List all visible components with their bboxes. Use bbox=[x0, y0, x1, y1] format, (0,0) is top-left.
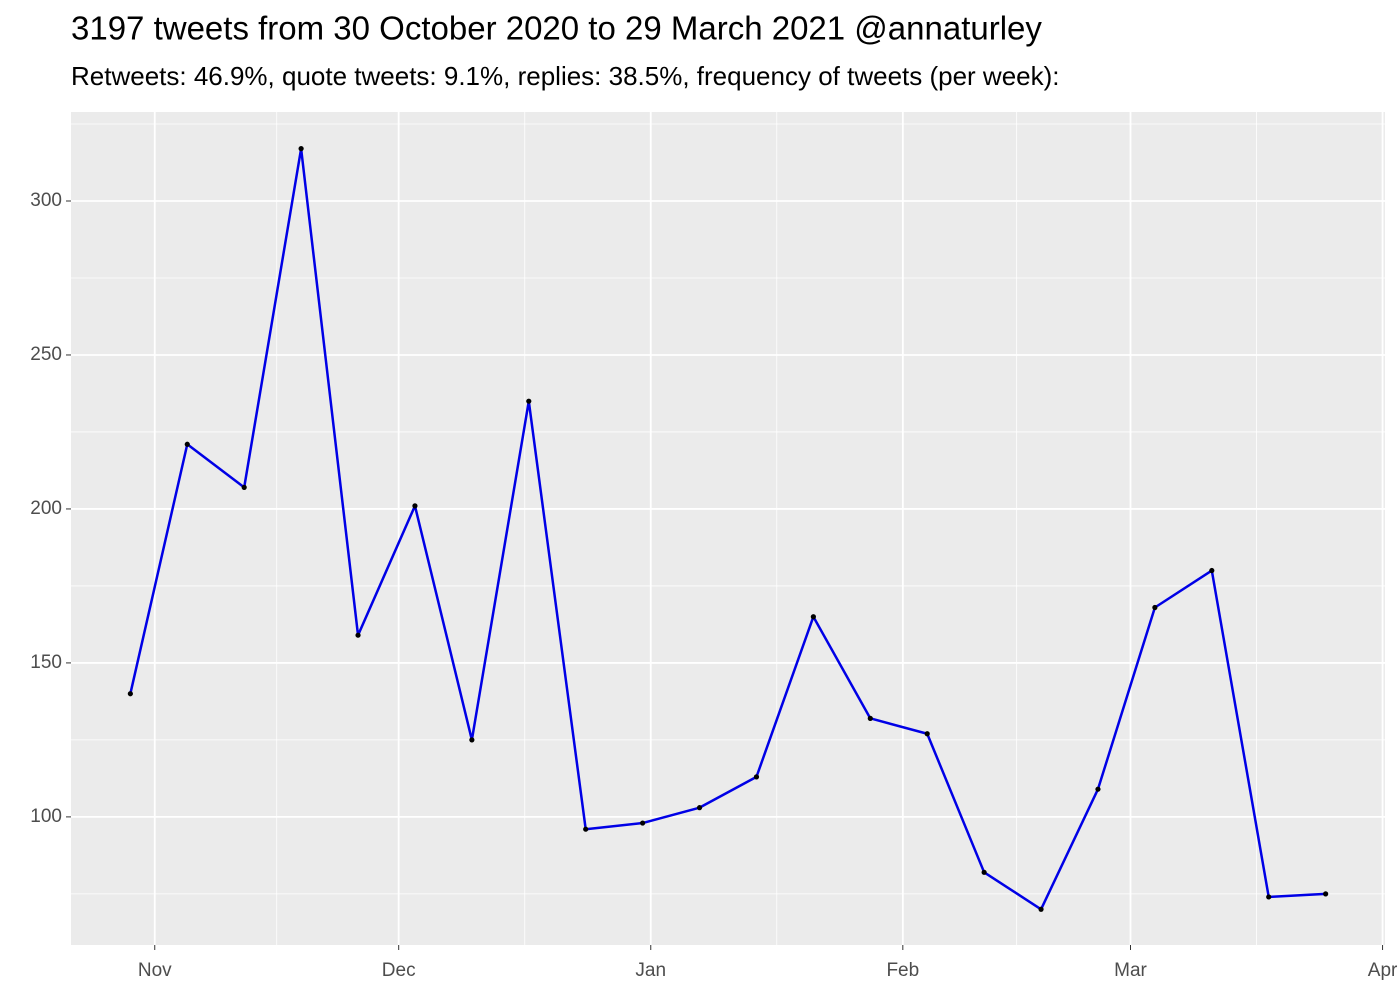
panel-background bbox=[71, 112, 1385, 945]
data-point bbox=[1038, 906, 1044, 912]
data-point bbox=[753, 774, 760, 780]
data-point bbox=[583, 826, 589, 832]
y-tick-label: 150 bbox=[30, 652, 62, 673]
data-point bbox=[867, 715, 873, 721]
y-tick-label: 200 bbox=[30, 498, 62, 519]
data-point bbox=[412, 503, 418, 509]
x-tick-label: Mar bbox=[1114, 960, 1147, 981]
data-point bbox=[127, 691, 133, 697]
y-tick-label: 100 bbox=[30, 806, 62, 827]
data-line bbox=[129, 147, 1326, 911]
data-point bbox=[1095, 786, 1101, 792]
data-point bbox=[469, 737, 475, 743]
x-tick-label: Jan bbox=[635, 960, 666, 981]
chart-title: 3197 tweets from 30 October 2020 to 29 M… bbox=[71, 10, 1042, 47]
y-tick-label: 250 bbox=[30, 344, 62, 365]
data-point bbox=[981, 869, 987, 875]
data-point bbox=[298, 146, 304, 152]
x-tick-label: Dec bbox=[382, 960, 416, 981]
data-point bbox=[1266, 894, 1272, 900]
x-tick-label: Apr bbox=[1368, 960, 1398, 981]
x-tick-label: Nov bbox=[138, 960, 172, 981]
data-point bbox=[1152, 604, 1158, 611]
data-point bbox=[810, 614, 816, 620]
data-point bbox=[184, 441, 190, 447]
data-point bbox=[241, 484, 247, 490]
data-point bbox=[1209, 567, 1215, 574]
data-point bbox=[924, 731, 930, 737]
y-tick-label: 300 bbox=[30, 190, 62, 211]
data-point bbox=[526, 398, 532, 404]
data-point bbox=[696, 805, 703, 811]
x-tick-label: Feb bbox=[886, 960, 919, 981]
chart-subtitle: Retweets: 46.9%, quote tweets: 9.1%, rep… bbox=[71, 61, 1060, 91]
data-point bbox=[1323, 891, 1329, 897]
data-point bbox=[640, 820, 646, 826]
data-point bbox=[355, 632, 361, 638]
